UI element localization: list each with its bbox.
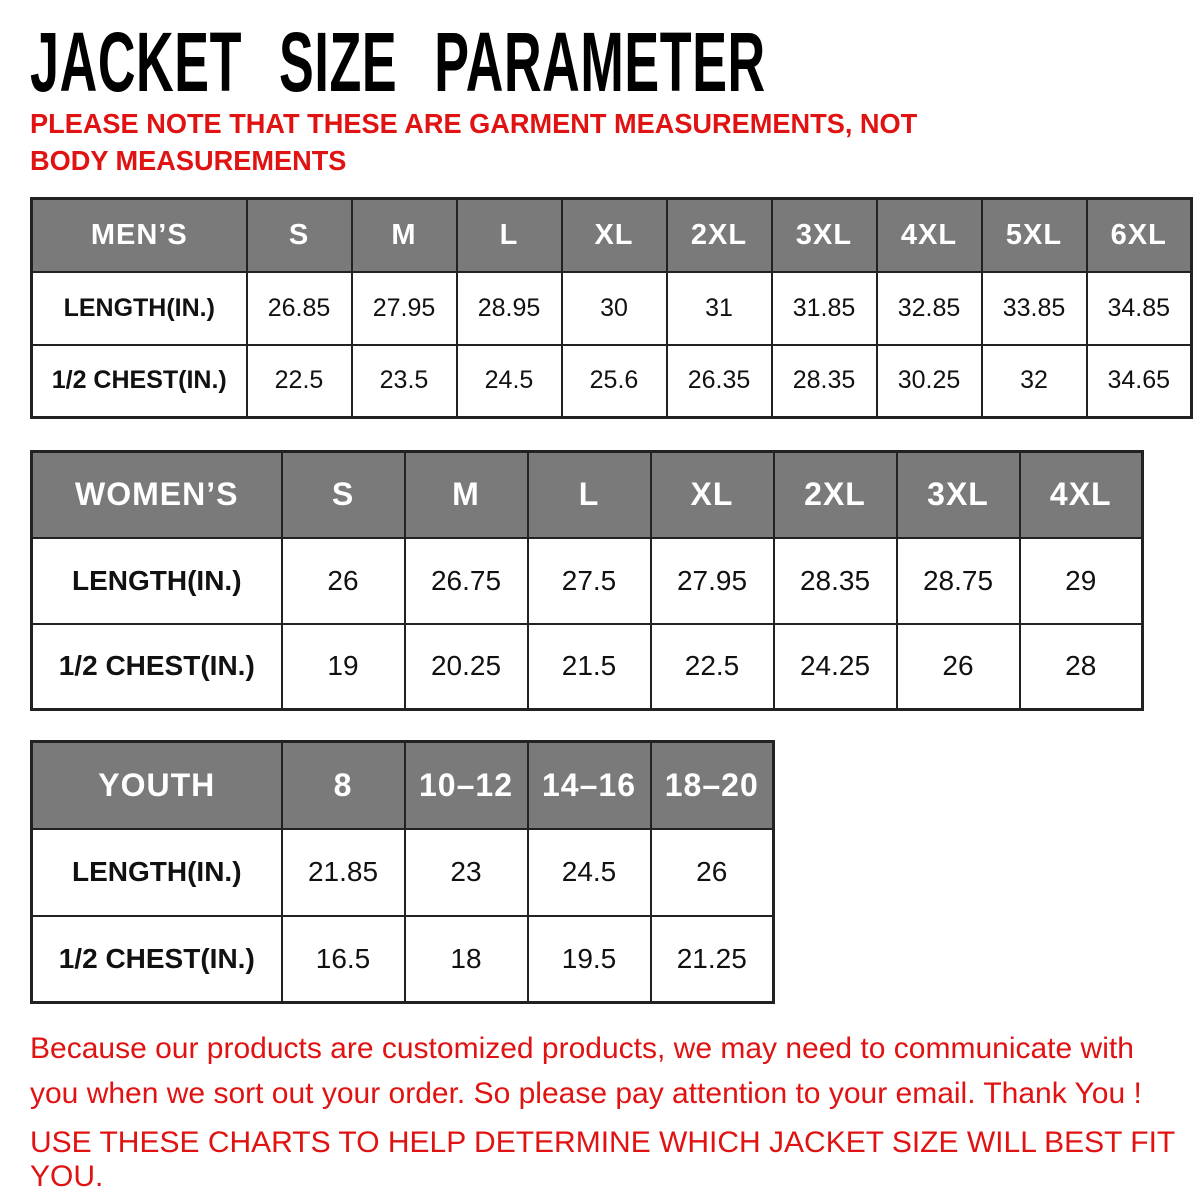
measurement-row: LENGTH(IN.) 21.85 23 24.5 26 <box>30 827 775 917</box>
row-label-cell: 1/2 CHEST(IN.) <box>30 622 283 711</box>
mens-size-table-section: MEN’S S M L XL 2XL 3XL 4XL 5XL 6XL LENGTH(IN.) 26.8… <box>30 197 1193 419</box>
measurement-row: LENGTH(IN.) 26.85 27.95 28.95 30 31 31.85 32.85… <box>30 270 1193 346</box>
measurement-value-cell: 20.25 <box>403 622 529 711</box>
measurement-value-cell: 34.65 <box>1085 343 1193 419</box>
measurement-value-cell: 26.35 <box>665 343 773 419</box>
size-header-cell: 4XL <box>1018 450 1144 539</box>
measurement-value-cell: 18 <box>403 914 529 1004</box>
measurement-value-cell: 26 <box>895 622 1021 711</box>
size-header-cell: 8 <box>280 740 406 830</box>
youth-size-table: YOUTH 8 10–12 14–16 18–20 LENGTH(IN.) 21.85 23 2… <box>30 740 775 1004</box>
size-header-row: MEN’S S M L XL 2XL 3XL 4XL 5XL 6XL <box>30 197 1193 273</box>
measurement-value-cell: 34.85 <box>1085 270 1193 346</box>
womens-size-table: WOMEN’S S M L XL 2XL 3XL 4XL LENGTH(IN.) 26 26.75 2… <box>30 450 1144 711</box>
measurement-value-cell: 29 <box>1018 536 1144 625</box>
row-label-cell: LENGTH(IN.) <box>30 827 283 917</box>
size-header-cell: M <box>403 450 529 539</box>
size-header-cell: 4XL <box>875 197 983 273</box>
measurement-value-cell: 31 <box>665 270 773 346</box>
measurement-value-cell: 31.85 <box>770 270 878 346</box>
page-title: JACKET SIZE PARAMETER <box>30 15 766 109</box>
customization-contact-note: Because our products are customized prod… <box>30 1032 1142 1110</box>
measurement-value-cell: 23 <box>403 827 529 917</box>
youth-table-title-cell: YOUTH <box>30 740 283 830</box>
size-header-row: WOMEN’S S M L XL 2XL 3XL 4XL <box>30 450 1144 539</box>
measurement-value-cell: 19 <box>280 622 406 711</box>
measurement-value-cell: 21.25 <box>649 914 775 1004</box>
row-label-cell: LENGTH(IN.) <box>30 270 248 346</box>
measurement-value-cell: 24.5 <box>526 827 652 917</box>
row-label-cell: LENGTH(IN.) <box>30 536 283 625</box>
size-header-cell: 14–16 <box>526 740 652 830</box>
mens-size-table: MEN’S S M L XL 2XL 3XL 4XL 5XL 6XL LENGTH(IN.) 26.8… <box>30 197 1193 419</box>
measurement-value-cell: 28.35 <box>770 343 878 419</box>
measurement-value-cell: 16.5 <box>280 914 406 1004</box>
measurement-value-cell: 26.75 <box>403 536 529 625</box>
measurement-value-cell: 22.5 <box>245 343 353 419</box>
womens-table-title-cell: WOMEN’S <box>30 450 283 539</box>
measurement-value-cell: 30 <box>560 270 668 346</box>
size-header-cell: 5XL <box>980 197 1088 273</box>
measurement-value-cell: 30.25 <box>875 343 983 419</box>
measurement-value-cell: 24.25 <box>772 622 898 711</box>
size-header-cell: 3XL <box>895 450 1021 539</box>
measurement-value-cell: 28.95 <box>455 270 563 346</box>
size-header-cell: 2XL <box>665 197 773 273</box>
mens-table-title-cell: MEN’S <box>30 197 248 273</box>
measurement-value-cell: 32 <box>980 343 1088 419</box>
measurement-value-cell: 26 <box>649 827 775 917</box>
measurement-value-cell: 24.5 <box>455 343 563 419</box>
measurement-value-cell: 26.85 <box>245 270 353 346</box>
measurement-value-cell: 32.85 <box>875 270 983 346</box>
size-header-cell: L <box>526 450 652 539</box>
measurement-value-cell: 21.5 <box>526 622 652 711</box>
measurement-value-cell: 28.35 <box>772 536 898 625</box>
measurement-value-cell: 21.85 <box>280 827 406 917</box>
measurement-value-cell: 27.95 <box>649 536 775 625</box>
measurement-value-cell: 27.95 <box>350 270 458 346</box>
size-header-cell: XL <box>649 450 775 539</box>
size-header-cell: 6XL <box>1085 197 1193 273</box>
womens-size-table-section: WOMEN’S S M L XL 2XL 3XL 4XL LENGTH(IN.) 26 26.75 2… <box>30 450 1144 711</box>
size-header-cell: S <box>280 450 406 539</box>
size-header-cell: 2XL <box>772 450 898 539</box>
measurement-value-cell: 28.75 <box>895 536 1021 625</box>
row-label-cell: 1/2 CHEST(IN.) <box>30 914 283 1004</box>
measurement-value-cell: 28 <box>1018 622 1144 711</box>
measurement-value-cell: 25.6 <box>560 343 668 419</box>
size-header-cell: 3XL <box>770 197 878 273</box>
measurement-row: 1/2 CHEST(IN.) 22.5 23.5 24.5 25.6 26.35 28.35… <box>30 343 1193 419</box>
measurement-value-cell: 26 <box>280 536 406 625</box>
garment-measurement-note: PLEASE NOTE THAT THESE ARE GARMENT MEASU… <box>30 108 918 176</box>
measurement-row: 1/2 CHEST(IN.) 19 20.25 21.5 22.5 24.25 26 28 <box>30 622 1144 711</box>
measurement-value-cell: 33.85 <box>980 270 1088 346</box>
size-header-cell: 10–12 <box>403 740 529 830</box>
chart-usage-note: USE THESE CHARTS TO HELP DETERMINE WHICH… <box>30 1126 1175 1193</box>
measurement-row: LENGTH(IN.) 26 26.75 27.5 27.95 28.35 28.75 29 <box>30 536 1144 625</box>
measurement-row: 1/2 CHEST(IN.) 16.5 18 19.5 21.25 <box>30 914 775 1004</box>
size-header-cell: M <box>350 197 458 273</box>
size-header-row: YOUTH 8 10–12 14–16 18–20 <box>30 740 775 830</box>
measurement-value-cell: 23.5 <box>350 343 458 419</box>
size-header-cell: S <box>245 197 353 273</box>
measurement-value-cell: 19.5 <box>526 914 652 1004</box>
row-label-cell: 1/2 CHEST(IN.) <box>30 343 248 419</box>
size-header-cell: 18–20 <box>649 740 775 830</box>
measurement-value-cell: 22.5 <box>649 622 775 711</box>
youth-size-table-section: YOUTH 8 10–12 14–16 18–20 LENGTH(IN.) 21.85 23 2… <box>30 740 775 1004</box>
measurement-value-cell: 27.5 <box>526 536 652 625</box>
size-header-cell: L <box>455 197 563 273</box>
size-header-cell: XL <box>560 197 668 273</box>
